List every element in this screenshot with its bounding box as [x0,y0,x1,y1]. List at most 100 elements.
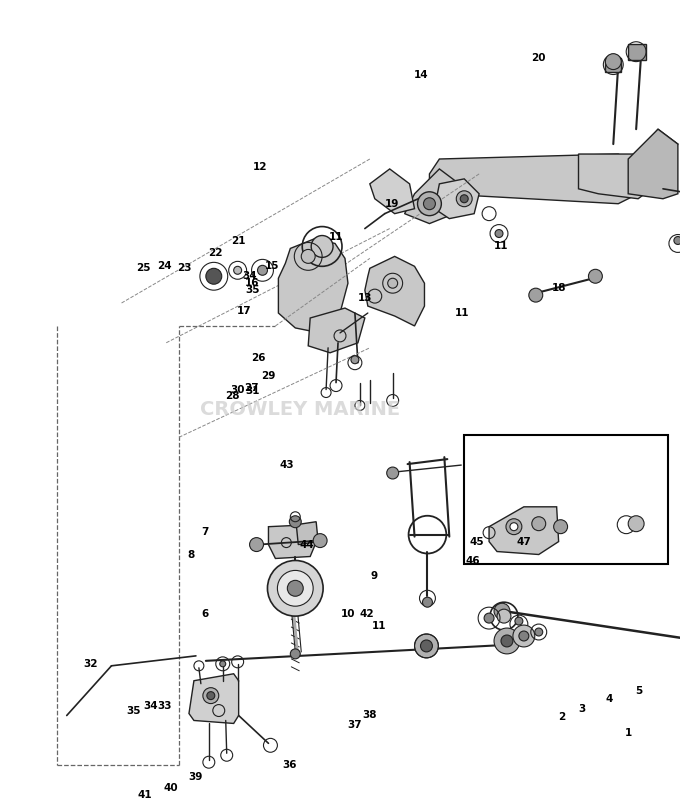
Circle shape [422,598,432,607]
Polygon shape [189,674,239,723]
Text: 42: 42 [359,609,374,619]
Text: 39: 39 [189,772,203,782]
Text: 11: 11 [455,308,469,318]
Circle shape [674,237,682,245]
Circle shape [529,288,543,302]
Polygon shape [628,44,646,60]
Circle shape [421,640,432,652]
Text: 24: 24 [157,262,171,271]
Text: 3: 3 [578,703,585,714]
Circle shape [415,634,439,658]
Circle shape [387,278,398,288]
Circle shape [424,198,435,210]
Circle shape [287,580,303,596]
Polygon shape [278,238,348,333]
Text: 6: 6 [201,609,209,619]
Text: 47: 47 [516,537,531,546]
Text: 9: 9 [370,571,377,582]
Text: 36: 36 [282,760,297,770]
Circle shape [267,561,323,616]
Circle shape [501,635,513,647]
Text: 8: 8 [188,550,194,559]
Circle shape [417,192,441,216]
Polygon shape [308,308,365,353]
Circle shape [278,570,313,606]
Text: 28: 28 [226,390,240,401]
Text: 34: 34 [143,701,158,710]
Text: 46: 46 [466,557,481,566]
Text: 17: 17 [237,306,252,316]
Circle shape [510,522,518,530]
Bar [464,435,668,565]
Circle shape [301,250,315,263]
Polygon shape [370,169,415,214]
Circle shape [484,613,494,623]
Circle shape [535,628,543,636]
Circle shape [311,235,333,258]
Text: 5: 5 [636,686,642,696]
Circle shape [203,688,219,703]
Text: 30: 30 [231,385,245,394]
Text: 10: 10 [341,609,355,619]
Circle shape [206,268,222,284]
Circle shape [506,518,522,534]
Polygon shape [578,129,678,198]
Polygon shape [296,522,318,545]
Text: 11: 11 [494,242,508,251]
Circle shape [291,649,300,659]
Circle shape [250,538,263,551]
Polygon shape [628,129,678,198]
Circle shape [456,190,472,206]
Circle shape [494,628,520,654]
Polygon shape [365,256,424,326]
Text: 41: 41 [138,790,153,800]
Polygon shape [489,507,559,554]
Text: 21: 21 [231,237,246,246]
Text: 14: 14 [414,70,429,79]
Polygon shape [430,154,638,204]
Polygon shape [606,58,621,71]
Text: 29: 29 [261,370,276,381]
Polygon shape [434,179,479,218]
Circle shape [519,631,529,641]
Text: 15: 15 [265,262,280,271]
Text: 11: 11 [329,231,343,242]
Circle shape [494,603,510,619]
Text: 16: 16 [246,278,260,288]
Text: 26: 26 [251,353,266,362]
Text: 31: 31 [246,386,260,395]
Circle shape [554,520,567,534]
Text: CROWLEY MARINE: CROWLEY MARINE [201,400,400,419]
Circle shape [628,516,644,532]
Text: 11: 11 [372,621,386,631]
Text: 19: 19 [385,198,399,209]
Text: 34: 34 [242,271,257,282]
Text: 43: 43 [279,460,294,470]
Text: 18: 18 [551,283,566,293]
Circle shape [289,516,301,528]
Text: 7: 7 [201,526,209,537]
Circle shape [532,517,546,530]
Circle shape [460,194,469,202]
Circle shape [589,270,602,283]
Text: 33: 33 [157,701,171,710]
Circle shape [497,609,511,623]
Circle shape [606,54,621,70]
Text: 38: 38 [363,710,377,721]
Text: 12: 12 [253,162,268,172]
Circle shape [515,617,523,625]
Text: 4: 4 [606,694,613,704]
Polygon shape [269,525,315,558]
Text: 40: 40 [164,783,179,793]
Circle shape [513,625,535,647]
Polygon shape [404,169,459,223]
Circle shape [351,356,359,364]
Circle shape [258,266,267,275]
Text: 35: 35 [126,706,140,715]
Text: 32: 32 [83,659,98,669]
Circle shape [495,230,503,238]
Text: 13: 13 [357,293,372,303]
Text: 23: 23 [177,263,191,274]
Text: 25: 25 [136,263,151,274]
Text: 1: 1 [625,728,632,738]
